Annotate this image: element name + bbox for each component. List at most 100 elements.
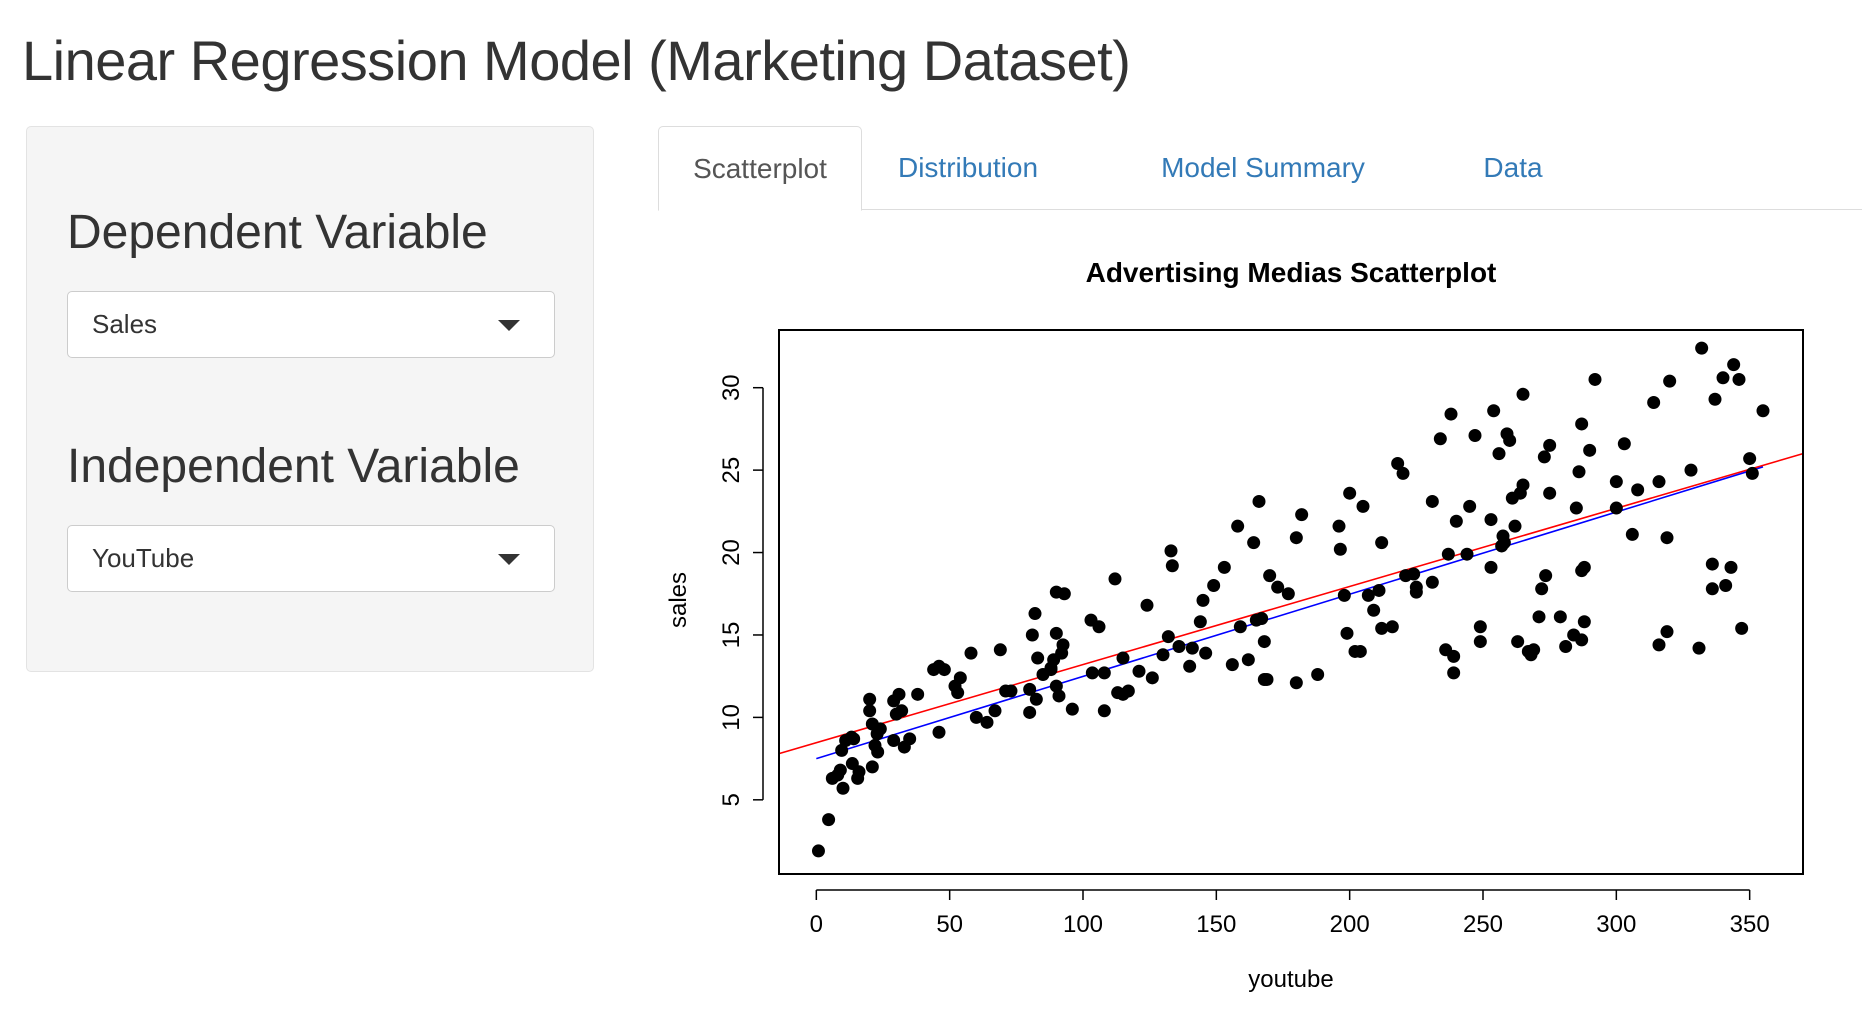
page-title: Linear Regression Model (Marketing Datas… [22, 29, 1131, 92]
data-point [1396, 466, 1410, 480]
data-point [1375, 536, 1389, 550]
data-point [953, 671, 967, 685]
x-tick-label: 150 [1196, 911, 1236, 938]
data-point [1473, 620, 1487, 634]
data-point [1337, 588, 1351, 602]
data-point [1289, 676, 1303, 690]
data-point [1724, 560, 1738, 574]
data-point [988, 704, 1002, 718]
data-point [1609, 475, 1623, 489]
data-point [1425, 575, 1439, 589]
data-point [1527, 643, 1541, 657]
data-point [1241, 653, 1255, 667]
data-point [1333, 542, 1347, 556]
data-points [811, 341, 1770, 858]
data-point [1367, 603, 1381, 617]
regression-lines [778, 452, 1804, 760]
data-point [1727, 358, 1741, 372]
data-point [1031, 651, 1045, 665]
x-tick-label: 350 [1730, 911, 1770, 938]
data-point [937, 663, 951, 677]
data-point [833, 763, 847, 777]
data-point [1492, 447, 1506, 461]
data-point [1652, 475, 1666, 489]
data-point [1052, 689, 1066, 703]
data-point [951, 686, 965, 700]
data-point [1449, 514, 1463, 528]
data-point [1487, 404, 1501, 418]
data-point [1473, 635, 1487, 649]
data-point [1196, 593, 1210, 607]
data-point [1295, 508, 1309, 522]
tab-distribution[interactable]: Distribution [897, 152, 1039, 183]
data-point [1023, 682, 1037, 696]
data-point [1716, 371, 1730, 385]
data-point [1460, 547, 1474, 561]
x-tick-label: 300 [1596, 911, 1636, 938]
data-point [1559, 640, 1573, 654]
data-point [1165, 559, 1179, 573]
data-point [1743, 452, 1757, 466]
dependent-variable-select[interactable]: Sales [67, 291, 555, 358]
data-point [811, 844, 825, 858]
data-point [1057, 587, 1071, 601]
data-point [1532, 610, 1546, 624]
data-point [1484, 513, 1498, 527]
tab-model-summary[interactable]: Model Summary [1161, 152, 1365, 183]
data-point [1647, 396, 1661, 410]
independent-variable-select[interactable]: YouTube [67, 525, 555, 592]
tab-bar: Scatterplot Distribution Model Summary D… [658, 126, 1862, 211]
data-point [1056, 638, 1070, 652]
data-point [1391, 457, 1405, 471]
data-point [1663, 374, 1677, 388]
data-point [1097, 666, 1111, 680]
data-point [1108, 572, 1122, 586]
dependent-variable-label: Dependent Variable [67, 206, 488, 259]
data-point [1185, 641, 1199, 655]
linear-fit-line [816, 466, 1764, 760]
data-point [1553, 610, 1567, 624]
data-point [1441, 547, 1455, 561]
tab-data[interactable]: Data [1483, 152, 1543, 183]
scatterplot-chart: Advertising Medias Scatterplot youtube s… [665, 257, 1804, 993]
data-point [1023, 705, 1037, 719]
data-point [980, 715, 994, 729]
data-point [1375, 621, 1389, 635]
y-axis-label: sales [665, 572, 692, 628]
data-point [1092, 620, 1106, 634]
y-tick-label: 25 [718, 457, 745, 484]
data-point [852, 765, 866, 779]
data-point [1577, 615, 1591, 629]
data-point [1539, 569, 1553, 583]
data-point [1535, 582, 1549, 596]
data-point [1409, 580, 1423, 594]
data-point [1263, 569, 1277, 583]
data-point [1425, 494, 1439, 508]
data-point [836, 781, 850, 795]
caret-down-icon [498, 554, 520, 565]
data-point [1511, 635, 1525, 649]
data-point [1085, 666, 1099, 680]
data-point [871, 745, 885, 759]
data-point [911, 687, 925, 701]
data-point [1049, 626, 1063, 640]
data-point [865, 760, 879, 774]
data-point [1484, 560, 1498, 574]
sidebar-panel: Dependent Variable Sales Independent Var… [26, 126, 594, 672]
data-point [1372, 583, 1386, 597]
data-point [1121, 684, 1135, 698]
data-point [1217, 560, 1231, 574]
data-point [1609, 501, 1623, 515]
y-tick-label: 5 [718, 793, 745, 806]
tab-scatterplot[interactable]: Scatterplot [658, 126, 862, 211]
data-point [903, 732, 917, 746]
data-point [1447, 666, 1461, 680]
data-point [1049, 679, 1063, 693]
data-point [1132, 664, 1146, 678]
data-point [1231, 519, 1245, 533]
data-point [1145, 671, 1159, 685]
data-point [1004, 684, 1018, 698]
data-point [1695, 341, 1709, 355]
data-point [1343, 486, 1357, 500]
data-point [1028, 607, 1042, 621]
